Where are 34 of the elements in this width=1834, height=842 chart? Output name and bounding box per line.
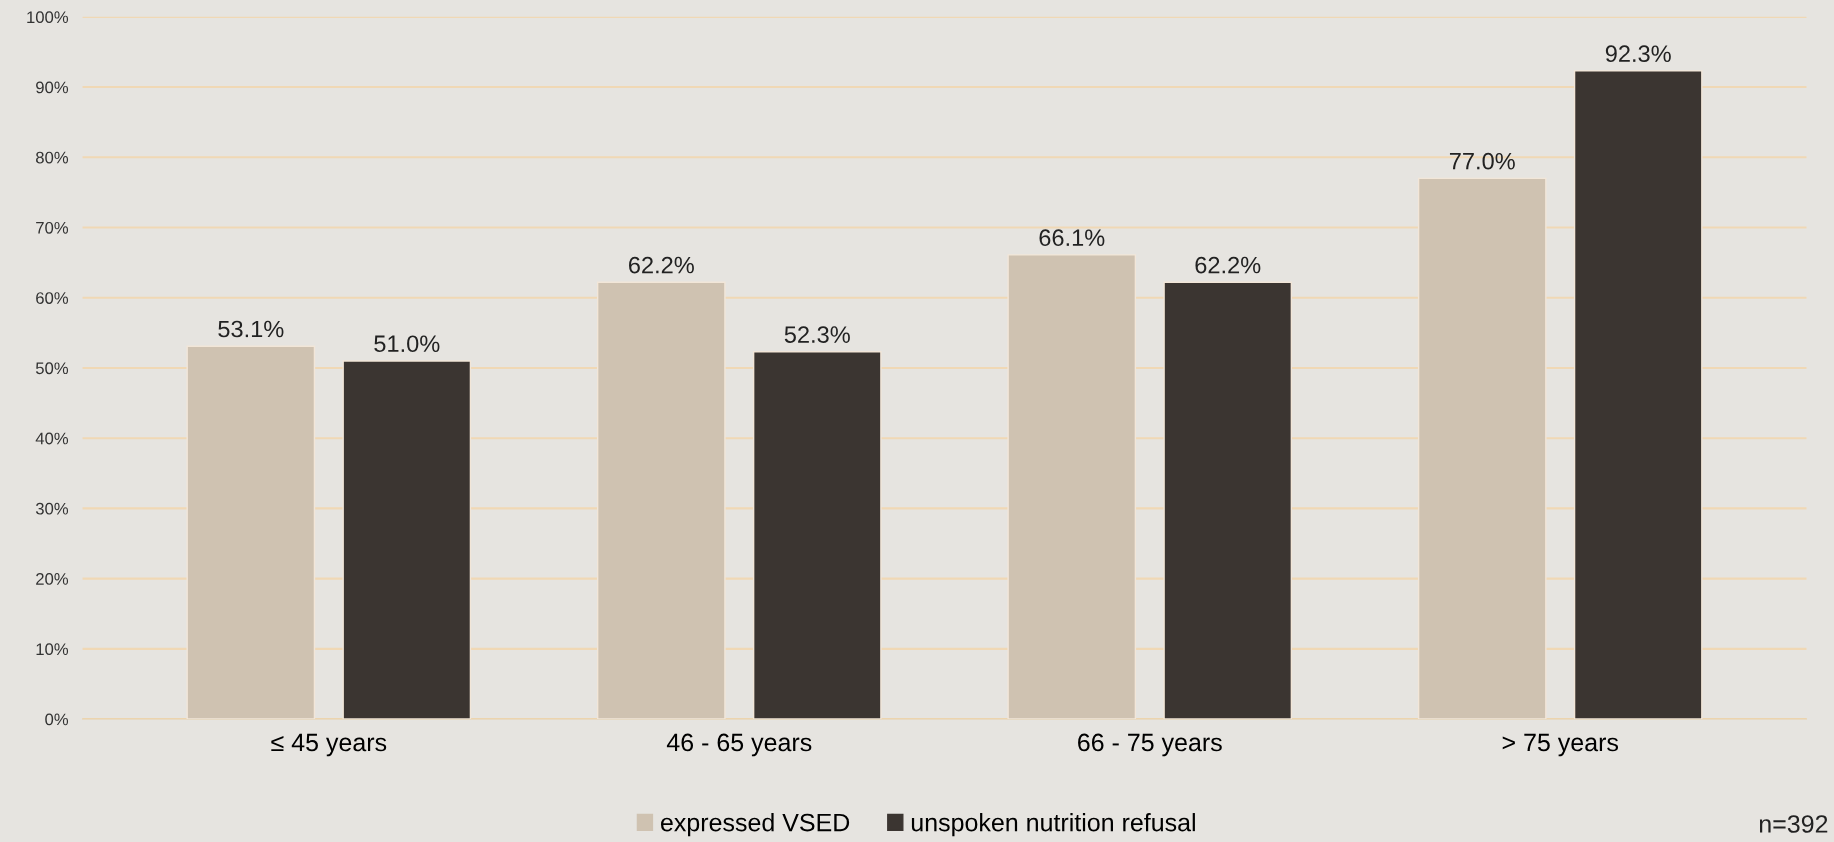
y-tick-label: 50%: [35, 362, 69, 375]
y-tick-label: 60%: [36, 292, 69, 304]
bar: [1573, 70, 1703, 720]
y-tick-label: 100%: [27, 11, 69, 24]
y-tick-label: 80%: [36, 151, 69, 164]
data-label: 62.2%: [1195, 256, 1261, 274]
data-label: 92.3%: [1605, 45, 1671, 63]
bar: [342, 360, 472, 720]
bar: [186, 345, 316, 720]
bar: [1007, 254, 1137, 720]
x-tick-label: 46 - 65 years: [666, 733, 812, 757]
data-label: 51.0%: [374, 335, 440, 353]
y-tick-label: 20%: [36, 573, 69, 585]
x-tick-label: ≤ 45 years: [271, 733, 387, 757]
y-tick-label: 40%: [35, 432, 69, 445]
y-tick-label: 70%: [36, 221, 69, 234]
bar: [1163, 281, 1293, 720]
data-label: 77.0%: [1449, 152, 1515, 170]
x-tick-label: 66 - 75 years: [1078, 733, 1222, 757]
legend-label: unspoken nutrition refusal: [911, 813, 1195, 837]
data-label: 52.3%: [784, 326, 850, 343]
bar: [752, 351, 882, 720]
y-tick-label: 10%: [36, 643, 69, 656]
y-tick-label: 0%: [45, 713, 69, 726]
data-label: 62.2%: [629, 256, 694, 274]
text: n=392: [1759, 815, 1828, 833]
bar: [596, 281, 726, 720]
x-tick-label: > 75 years: [1502, 733, 1619, 757]
data-label: 53.1%: [218, 320, 284, 338]
y-tick-label: 90%: [36, 81, 69, 94]
data-label: 66.1%: [1039, 229, 1105, 247]
y-tick-label: 30%: [35, 502, 69, 515]
bar: [1417, 177, 1547, 720]
legend-label: expressed VSED: [661, 813, 850, 837]
